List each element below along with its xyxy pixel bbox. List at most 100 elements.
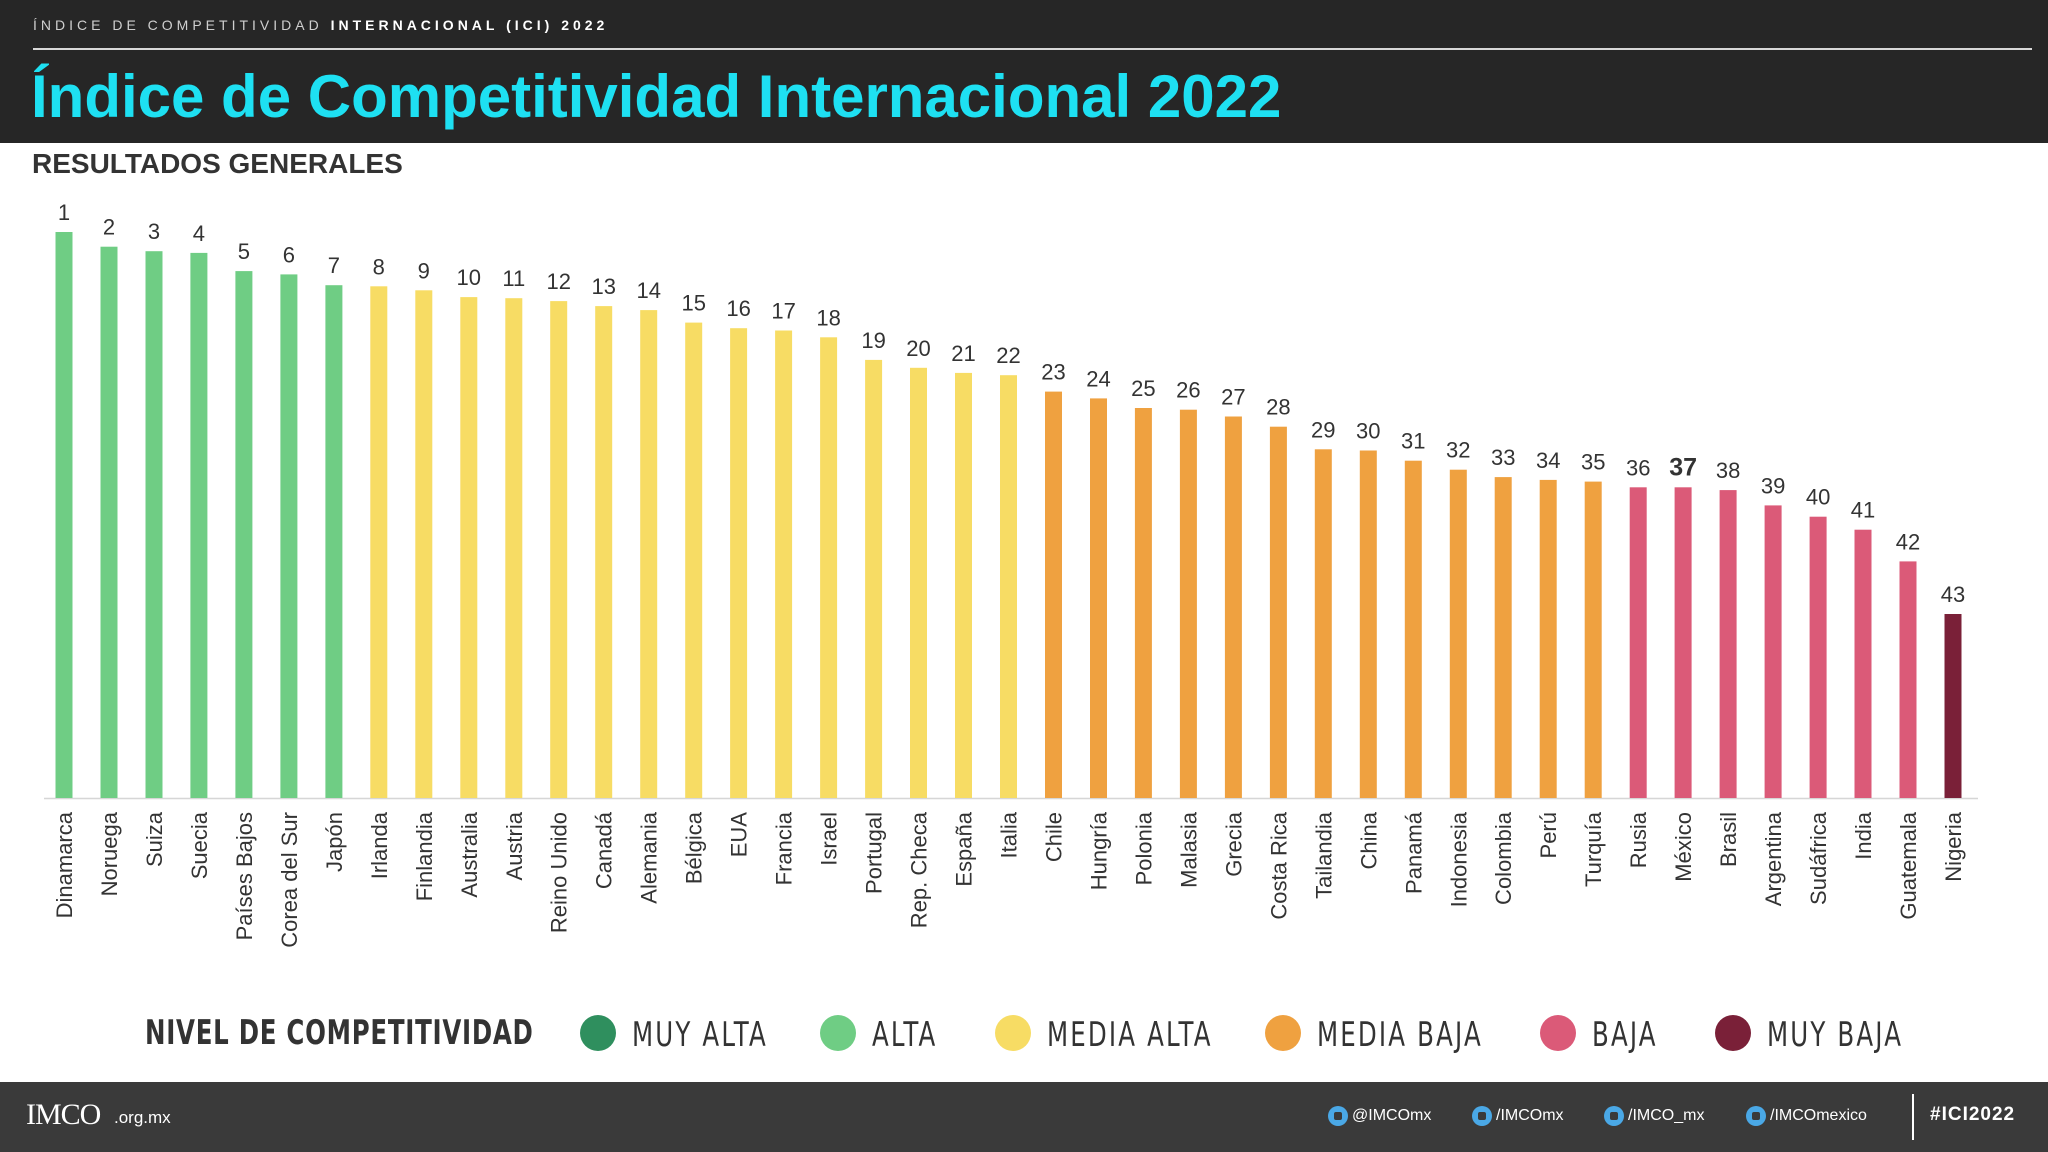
bar <box>1314 449 1332 798</box>
x-tick-label: China <box>1356 811 1381 869</box>
x-tick-label: Chile <box>1042 812 1067 862</box>
bar <box>280 274 298 798</box>
bar <box>1764 505 1782 798</box>
bar-rank-label: 5 <box>238 239 250 264</box>
bar-rank-label: 22 <box>996 343 1020 368</box>
bar <box>55 232 73 798</box>
x-tick-label: Turquía <box>1581 811 1606 887</box>
bar-rank-label: 32 <box>1446 438 1470 463</box>
ranking-bar-chart: 1 Dinamarca 2 Noruega 3 Suiza 4 Suecia 5 Países B… <box>44 200 1978 948</box>
x-tick-label: Austria <box>502 811 527 880</box>
facebook-link[interactable]: /IMCOmx <box>1472 1106 1564 1130</box>
x-tick-label: Hungría <box>1087 811 1112 890</box>
legend-label: MEDIA BAJA <box>1317 1015 1483 1055</box>
x-tick-label: Noruega <box>97 811 122 896</box>
legend-dot-baja <box>1540 1015 1576 1051</box>
legend-label: MUY BAJA <box>1767 1015 1904 1055</box>
x-tick-label: Perú <box>1536 812 1561 858</box>
x-tick-label: Colombia <box>1491 811 1516 905</box>
legend-dot-muy-alta <box>580 1015 616 1051</box>
bar-rank-label: 17 <box>771 299 795 324</box>
footer-divider <box>1912 1094 1914 1140</box>
x-tick-label: Rusia <box>1626 811 1651 868</box>
bar-rank-label: 35 <box>1581 450 1605 475</box>
bar-rank-label: 30 <box>1356 419 1380 444</box>
legend-label: ALTA <box>872 1015 938 1055</box>
x-tick-label: Panamá <box>1401 811 1426 894</box>
bar-rank-label: 33 <box>1491 445 1515 470</box>
x-tick-label: Argentina <box>1761 811 1786 906</box>
header-divider <box>33 48 2032 50</box>
x-tick-label: Países Bajos <box>232 812 257 940</box>
x-tick-label: Portugal <box>862 812 887 894</box>
bar <box>1719 490 1737 798</box>
x-tick-label: España <box>952 811 977 886</box>
bar <box>1539 479 1557 798</box>
bar <box>460 297 478 798</box>
bar-rank-label: 37 <box>1669 453 1697 481</box>
bar-rank-label: 25 <box>1131 376 1155 401</box>
bar-rank-label: 9 <box>418 258 430 283</box>
kicker-bold: INTERNACIONAL (ICI) 2022 <box>330 17 609 33</box>
bar-rank-label: 11 <box>502 266 525 291</box>
bar-rank-label: 26 <box>1176 378 1200 403</box>
hashtag[interactable]: #ICI2022 <box>1930 1104 2016 1125</box>
bar-rank-label: 18 <box>816 305 840 330</box>
x-tick-label: Suiza <box>142 811 167 867</box>
bar-rank-label: 42 <box>1896 529 1920 554</box>
x-tick-label: Australia <box>457 811 482 897</box>
bar <box>1449 469 1467 798</box>
bar-rank-label: 34 <box>1536 448 1560 473</box>
facebook-handle: /IMCOmx <box>1496 1107 1564 1125</box>
bar <box>1045 391 1062 798</box>
bar <box>955 372 972 798</box>
bar <box>415 290 433 798</box>
bar <box>1494 477 1512 798</box>
bar <box>550 301 568 798</box>
bar-rank-label: 6 <box>283 242 295 267</box>
bar <box>910 367 927 798</box>
bar <box>1584 481 1602 798</box>
footer-bar: IMCO .org.mx @IMCOmx /IMCOmx /IMCO_mx /I… <box>0 1082 2048 1152</box>
bar <box>1944 614 1962 798</box>
bar-rank-label: 14 <box>636 278 660 303</box>
legend-dot-alta <box>820 1015 856 1051</box>
youtube-link[interactable]: /IMCOmexico <box>1746 1106 1867 1130</box>
x-tick-label: Suecia <box>187 811 212 879</box>
bar-rank-label: 28 <box>1266 395 1290 420</box>
twitter-link[interactable]: @IMCOmx <box>1328 1106 1431 1130</box>
bar-rank-label: 21 <box>951 341 975 366</box>
bar <box>1134 408 1152 798</box>
x-tick-label: Bélgica <box>682 811 707 884</box>
x-tick-label: Costa Rica <box>1266 811 1291 919</box>
x-tick-label: Rep. Checa <box>907 811 932 928</box>
x-tick-label: EUA <box>727 812 752 858</box>
instagram-icon <box>1604 1106 1624 1126</box>
bar <box>145 251 163 798</box>
bar-rank-label: 43 <box>1941 582 1965 607</box>
x-tick-label: Japón <box>322 812 347 872</box>
twitter-icon <box>1328 1106 1348 1126</box>
instagram-link[interactable]: /IMCO_mx <box>1604 1106 1704 1130</box>
x-tick-label: México <box>1671 812 1696 882</box>
imco-logo[interactable]: IMCO <box>26 1098 101 1131</box>
bar-rank-label: 12 <box>546 269 570 294</box>
x-tick-label: Finlandia <box>412 811 437 901</box>
x-tick-label: Guatemala <box>1896 811 1921 919</box>
bar <box>1629 487 1647 798</box>
bar-rank-label: 2 <box>103 215 115 240</box>
youtube-handle: /IMCOmexico <box>1770 1107 1867 1125</box>
bar-rank-label: 16 <box>726 296 750 321</box>
x-tick-label: Reino Unido <box>547 812 572 933</box>
header-kicker: ÍNDICE DE COMPETITIVIDAD INTERNACIONAL (… <box>33 17 608 33</box>
bar-rank-label: 41 <box>1851 498 1875 523</box>
bar-rank-label: 15 <box>681 291 705 316</box>
bar <box>1854 529 1872 798</box>
bar <box>1224 416 1242 798</box>
bar-rank-label: 29 <box>1311 417 1335 442</box>
legend-title: NIVEL DE COMPETITIVIDAD <box>145 1013 534 1053</box>
bar <box>595 306 613 798</box>
bar <box>235 271 253 799</box>
bar <box>1090 398 1107 798</box>
legend-label: MEDIA ALTA <box>1047 1015 1213 1055</box>
